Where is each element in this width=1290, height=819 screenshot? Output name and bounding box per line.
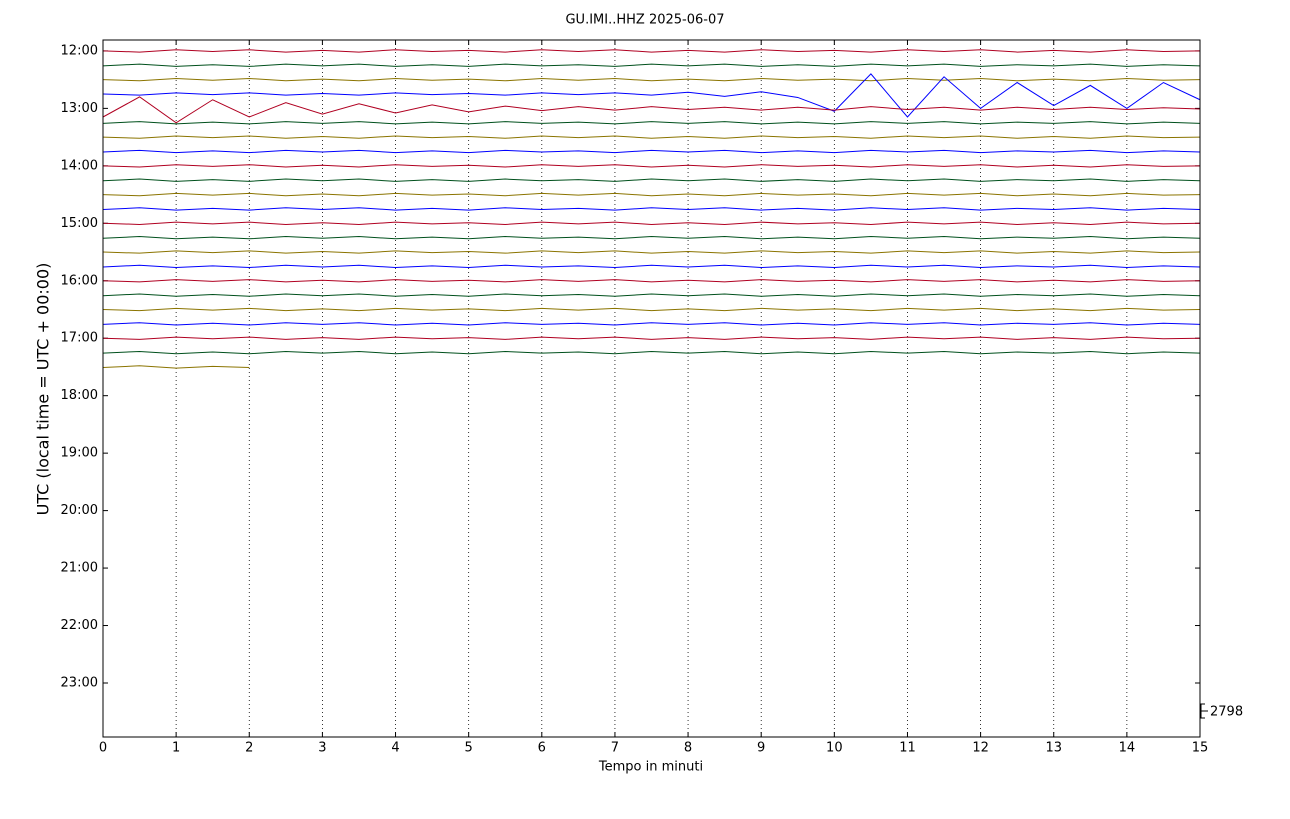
y-tick-label: 18:00 — [61, 388, 98, 403]
trace — [102, 322, 1201, 326]
trace — [102, 264, 1201, 269]
y-tick-label: 19:00 — [61, 446, 98, 461]
trace — [102, 365, 250, 369]
x-tick-label: 1 — [172, 741, 180, 756]
x-tick-label: 14 — [1119, 741, 1136, 756]
x-tick-label: 10 — [826, 741, 843, 756]
scale-label: 2798 — [1210, 705, 1243, 720]
trace — [102, 336, 1201, 340]
x-tick-label: 7 — [611, 741, 619, 756]
y-tick-label: 22:00 — [61, 618, 98, 633]
trace — [102, 49, 1201, 53]
trace — [102, 350, 1201, 355]
trace — [102, 149, 1201, 154]
x-tick-label: 12 — [972, 741, 989, 756]
x-tick-label: 9 — [757, 741, 765, 756]
x-tick-label: 8 — [684, 741, 692, 756]
trace — [102, 121, 1201, 125]
x-axis-title: Tempo in minuti — [598, 760, 703, 775]
y-tick-label: 23:00 — [61, 675, 98, 690]
chart-title: GU.IMI..HHZ 2025-06-07 — [565, 13, 724, 28]
x-tick-label: 4 — [391, 741, 399, 756]
trace — [102, 178, 1201, 182]
trace — [102, 250, 1201, 254]
y-tick-label: 21:00 — [61, 561, 98, 576]
trace — [102, 236, 1201, 240]
y-tick-label: 13:00 — [61, 101, 98, 116]
y-tick-label: 20:00 — [61, 503, 98, 518]
plot-frame — [102, 39, 1201, 738]
y-tick-label: 15:00 — [61, 216, 98, 231]
trace — [102, 307, 1201, 312]
x-tick-label: 11 — [899, 741, 916, 756]
trace — [102, 63, 1201, 67]
scale-bar — [1200, 703, 1208, 719]
trace — [102, 293, 1201, 297]
y-axis-title: UTC (local time = UTC + 00:00) — [34, 263, 53, 516]
x-tick-label: 13 — [1045, 741, 1062, 756]
x-tick-label: 2 — [245, 741, 253, 756]
x-tick-label: 5 — [465, 741, 473, 756]
y-tick-label: 14:00 — [61, 158, 98, 173]
trace — [102, 73, 1201, 118]
trace — [102, 279, 1201, 283]
trace — [102, 135, 1201, 139]
trace — [102, 77, 1201, 82]
x-tick-label: 3 — [318, 741, 326, 756]
y-tick-label: 16:00 — [61, 273, 98, 288]
trace — [102, 207, 1201, 211]
trace — [102, 164, 1201, 168]
y-tick-label: 17:00 — [61, 331, 98, 346]
x-tick-label: 15 — [1192, 741, 1209, 756]
x-tick-label: 6 — [538, 741, 546, 756]
trace — [102, 221, 1201, 225]
trace — [102, 192, 1201, 197]
x-tick-label: 0 — [99, 741, 107, 756]
y-tick-label: 12:00 — [61, 43, 98, 58]
trace — [102, 96, 1201, 124]
